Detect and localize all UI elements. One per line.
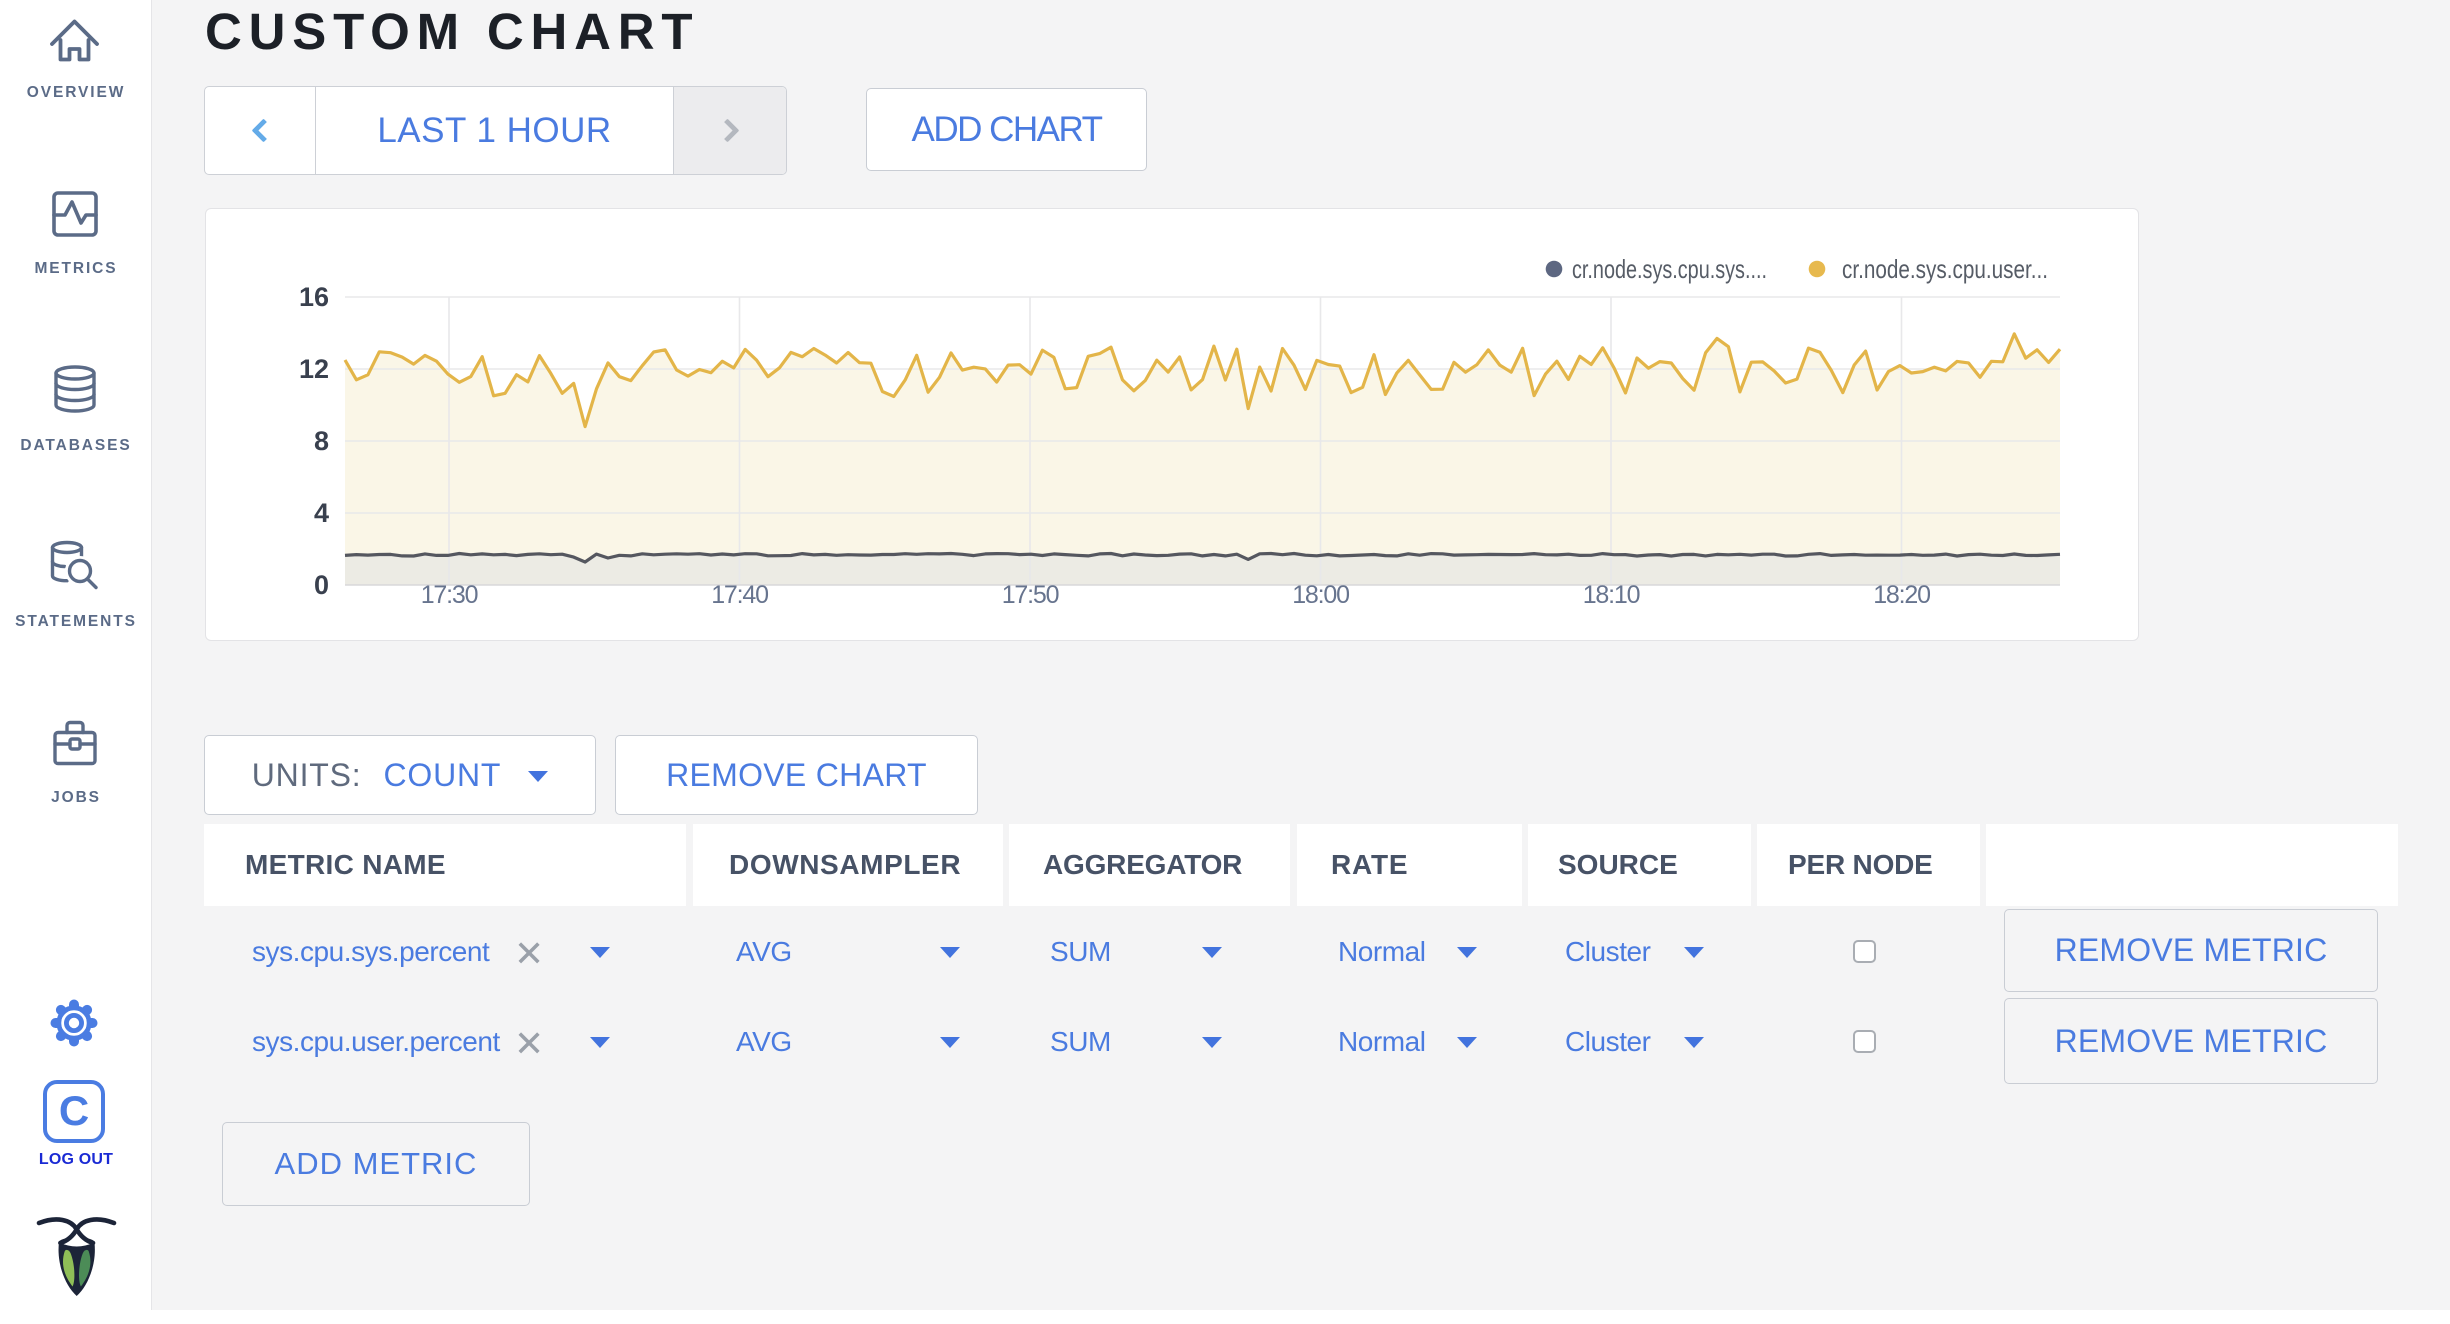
svg-text:18:10: 18:10 [1583, 581, 1640, 609]
svg-text:cr.node.sys.cpu.user...: cr.node.sys.cpu.user... [1842, 254, 2048, 284]
svg-text:cr.node.sys.cpu.sys....: cr.node.sys.cpu.sys.... [1572, 254, 1767, 284]
svg-text:4: 4 [314, 498, 329, 528]
svg-text:18:20: 18:20 [1873, 581, 1930, 609]
svg-text:17:30: 17:30 [421, 581, 478, 609]
svg-text:12: 12 [299, 354, 329, 384]
svg-text:16: 16 [299, 282, 329, 312]
svg-text:17:50: 17:50 [1002, 581, 1059, 609]
svg-text:17:40: 17:40 [711, 581, 768, 609]
svg-text:18:00: 18:00 [1292, 581, 1349, 609]
svg-text:0: 0 [314, 570, 329, 600]
svg-text:8: 8 [314, 426, 329, 456]
